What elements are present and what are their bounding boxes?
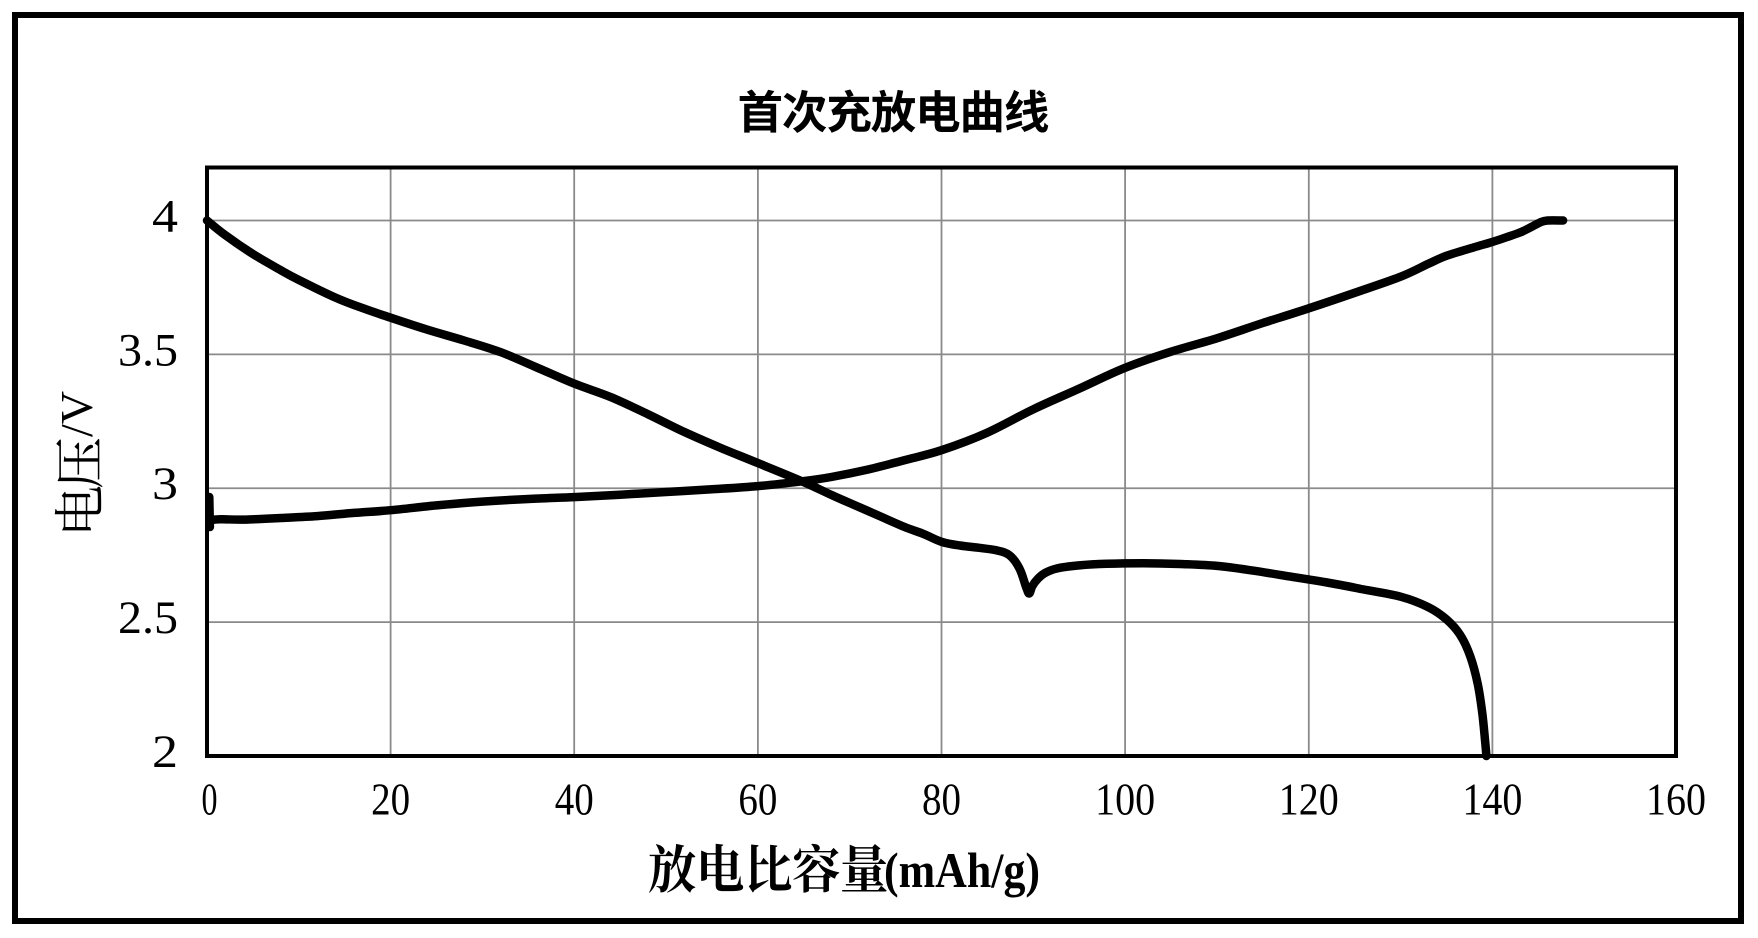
svg-text:2.5: 2.5 bbox=[118, 592, 178, 644]
svg-text:2: 2 bbox=[152, 726, 178, 778]
svg-text:60: 60 bbox=[738, 774, 777, 825]
svg-text:40: 40 bbox=[555, 774, 594, 825]
svg-text:4: 4 bbox=[152, 191, 178, 243]
svg-text:120: 120 bbox=[1279, 774, 1339, 825]
svg-text:0: 0 bbox=[202, 774, 218, 825]
svg-text:140: 140 bbox=[1462, 774, 1522, 825]
svg-text:20: 20 bbox=[371, 774, 410, 825]
svg-text:80: 80 bbox=[922, 774, 961, 825]
svg-text:3.5: 3.5 bbox=[118, 324, 178, 376]
svg-text:100: 100 bbox=[1095, 774, 1155, 825]
svg-text:3: 3 bbox=[152, 458, 178, 510]
svg-text:/V: /V bbox=[51, 391, 102, 437]
svg-text:(mAh/g): (mAh/g) bbox=[884, 842, 1040, 898]
svg-text:160: 160 bbox=[1646, 774, 1706, 825]
